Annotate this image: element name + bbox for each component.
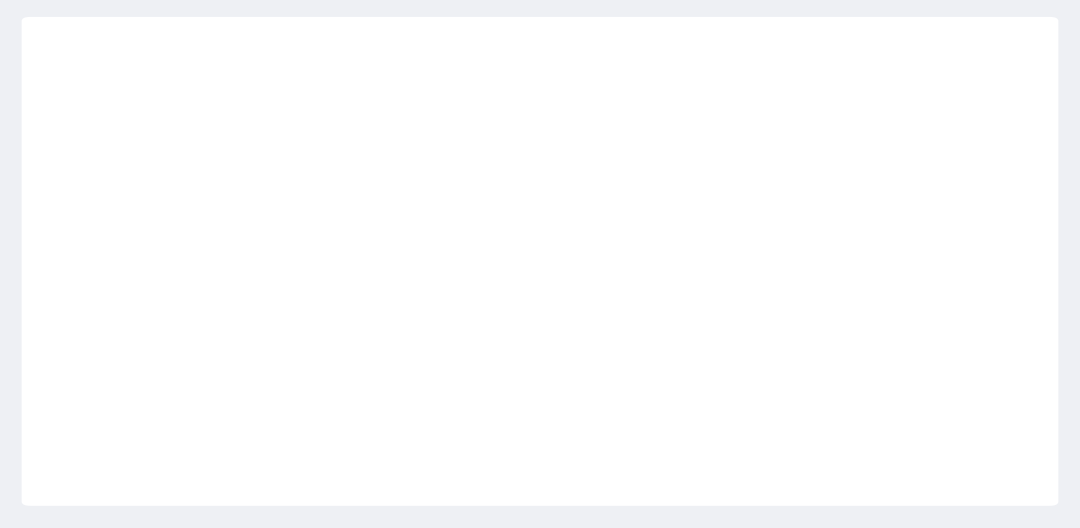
Text: y =-2/3 (x – 9)  or y = -2/3x: y =-2/3 (x – 9) or y = -2/3x — [149, 259, 436, 279]
Text: y =-2/3 (x + 9) + 2 or y = -2/3x - 8: y =-2/3 (x + 9) + 2 or y = -2/3x - 8 — [149, 341, 515, 361]
Text: y =-2/3 (x – 9) + 2 or y = -2/3x + 8: y =-2/3 (x – 9) + 2 or y = -2/3x + 8 — [149, 177, 518, 197]
Text: Find the equation of the line through (9, 2) with slope -2/3 .: Find the equation of the line through (9… — [154, 72, 823, 92]
Text: ★: ★ — [140, 73, 153, 87]
Text: y =-2/3 (x – 9) + 8: y =-2/3 (x – 9) + 8 — [149, 426, 343, 446]
Text: 04: 04 — [95, 68, 137, 96]
